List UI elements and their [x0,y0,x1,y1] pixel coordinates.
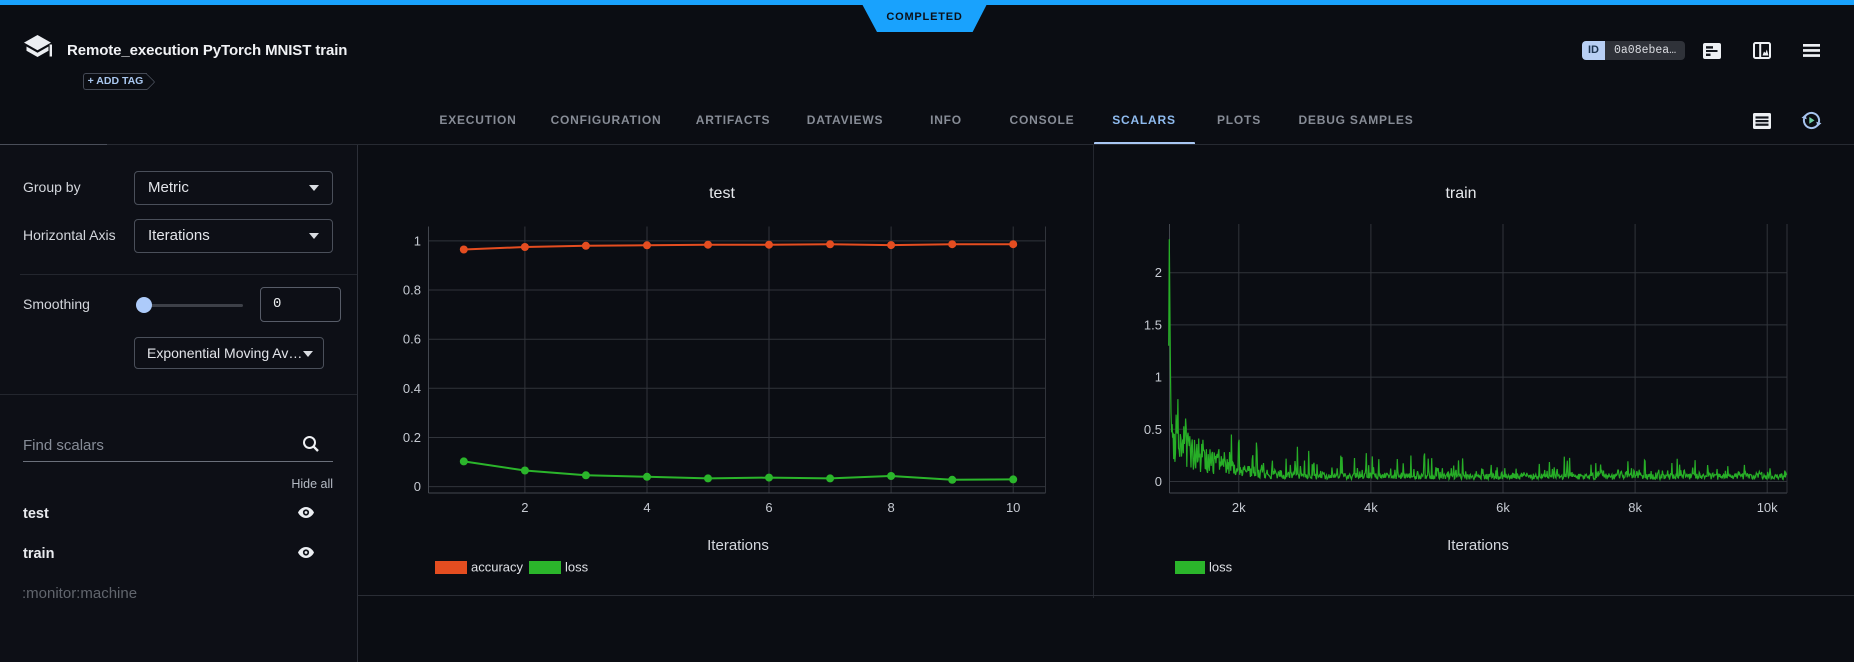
svg-text:6: 6 [765,500,772,515]
svg-text:0.8: 0.8 [403,283,421,298]
svg-text:accuracy: accuracy [471,560,524,575]
svg-text:0.5: 0.5 [1144,422,1162,437]
svg-text:train: train [1445,185,1476,202]
svg-text:0: 0 [414,479,421,494]
svg-text:10: 10 [1006,500,1020,515]
svg-text:8: 8 [887,500,894,515]
svg-text:0.2: 0.2 [403,430,421,445]
svg-text:0.6: 0.6 [403,332,421,347]
svg-text:0.4: 0.4 [403,381,421,396]
svg-text:8k: 8k [1628,500,1642,515]
svg-text:loss: loss [565,560,589,575]
svg-text:test: test [709,185,735,202]
svg-text:1: 1 [414,233,421,248]
svg-text:0: 0 [1155,474,1162,489]
svg-text:10k: 10k [1757,500,1778,515]
svg-text:loss: loss [1209,560,1233,575]
svg-text:2k: 2k [1232,500,1246,515]
svg-text:2: 2 [521,500,528,515]
svg-text:6k: 6k [1496,500,1510,515]
svg-text:4k: 4k [1364,500,1378,515]
svg-text:1.5: 1.5 [1144,317,1162,332]
svg-text:1: 1 [1155,370,1162,385]
svg-text:Iterations: Iterations [1447,537,1509,554]
svg-text:4: 4 [643,500,650,515]
svg-text:2: 2 [1155,265,1162,280]
svg-text:Iterations: Iterations [707,537,769,554]
